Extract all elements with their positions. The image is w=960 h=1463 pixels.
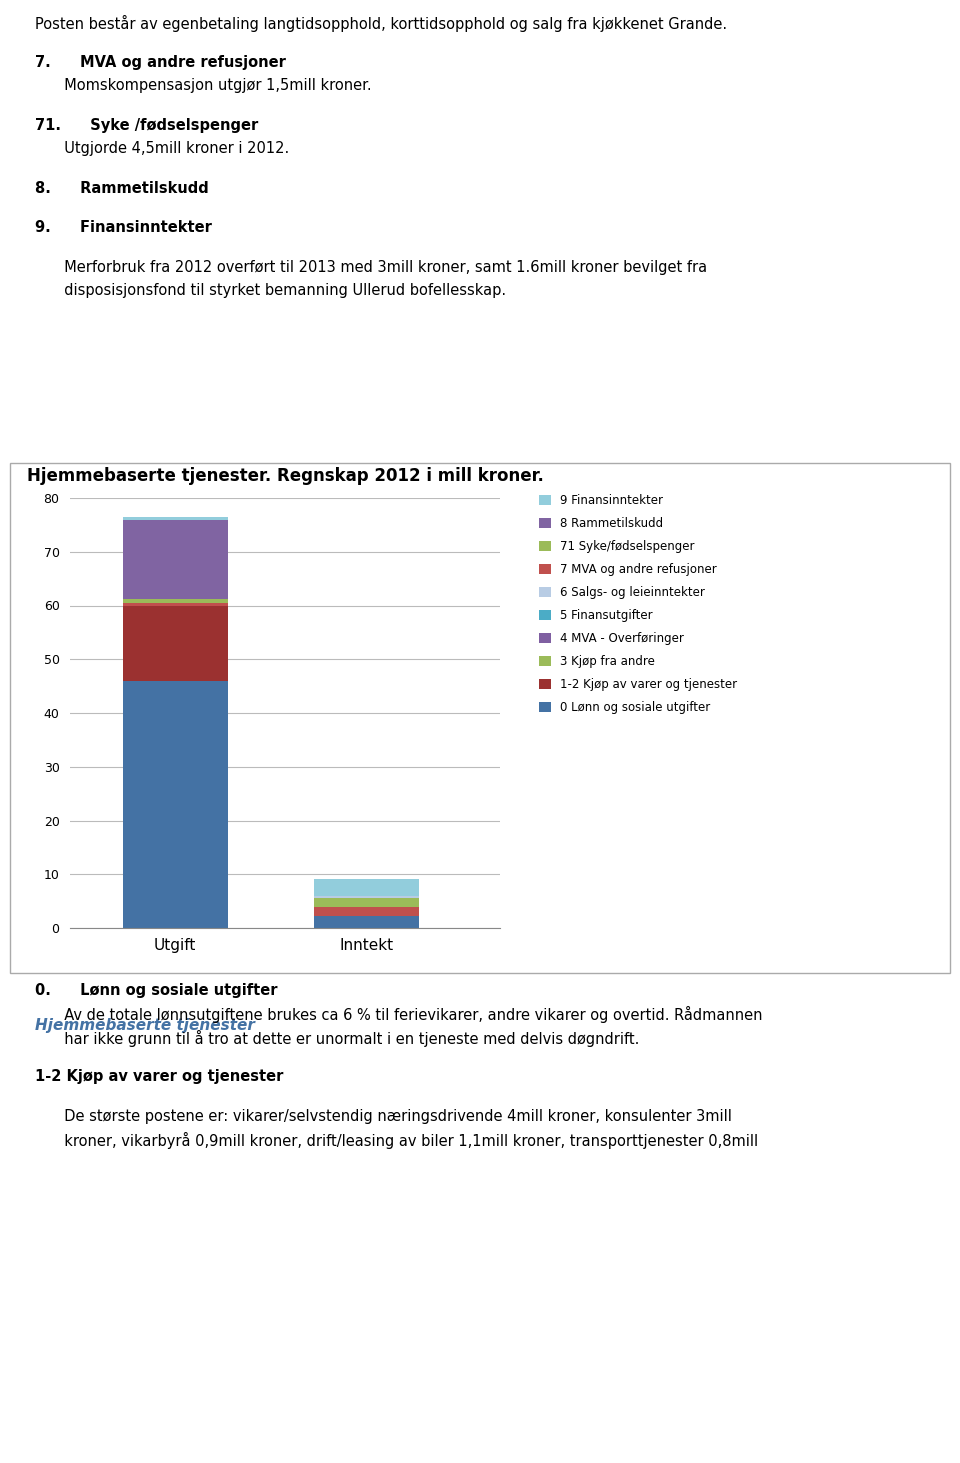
Text: kroner, vikarbyrå 0,9mill kroner, drift/leasing av biler 1,1mill kroner, transpo: kroner, vikarbyrå 0,9mill kroner, drift/… [35, 1132, 758, 1150]
Text: 1-2 Kjøp av varer og tjenester: 1-2 Kjøp av varer og tjenester [35, 1069, 283, 1084]
Bar [123, 519, 228, 598]
Text: De største postene er: vikarer/selvstendig næringsdrivende 4mill kroner, konsule: De største postene er: vikarer/selvstend… [35, 1109, 732, 1124]
Text: 7.  MVA og andre refusjoner: 7. MVA og andre refusjoner [35, 54, 286, 70]
Text: 8.  Rammetilskudd: 8. Rammetilskudd [35, 180, 208, 196]
Legend: 9 Finansinntekter, 8 Rammetilskudd, 71 Syke/fødselspenger, 7 MVA og andre refusj: 9 Finansinntekter, 8 Rammetilskudd, 71 S… [535, 490, 742, 720]
Bar [314, 895, 419, 898]
Bar [314, 898, 419, 907]
Bar [123, 606, 228, 680]
Bar [123, 680, 228, 928]
Bar [314, 916, 419, 928]
Text: 71.  Syke /fødselspenger: 71. Syke /fødselspenger [35, 117, 258, 133]
Text: Momskompensasjon utgjør 1,5mill kroner.: Momskompensasjon utgjør 1,5mill kroner. [35, 78, 372, 94]
Text: 0.  Lønn og sosiale utgifter: 0. Lønn og sosiale utgifter [35, 983, 277, 998]
Bar [123, 516, 228, 519]
Text: Utgjorde 4,5mill kroner i 2012.: Utgjorde 4,5mill kroner i 2012. [35, 140, 289, 157]
Title: Hjemmebaserte tjenester. Regnskap 2012 i mill kroner.: Hjemmebaserte tjenester. Regnskap 2012 i… [27, 467, 543, 486]
Text: Av de totale lønnsutgiftene brukes ca 6 % til ferievikarer, andre vikarer og ove: Av de totale lønnsutgiftene brukes ca 6 … [35, 1007, 762, 1024]
Text: 9.  Finansinntekter: 9. Finansinntekter [35, 221, 212, 236]
Bar [314, 907, 419, 916]
Bar [314, 879, 419, 895]
Text: har ikke grunn til å tro at dette er unormalt i en tjeneste med delvis døgndrift: har ikke grunn til å tro at dette er uno… [35, 1030, 639, 1048]
Bar [123, 603, 228, 606]
Text: Posten består av egenbetaling langtidsopphold, korttidsopphold og salg fra kjøkk: Posten består av egenbetaling langtidsop… [35, 15, 727, 32]
Text: Hjemmebaserte tjenester: Hjemmebaserte tjenester [35, 1018, 254, 1033]
Text: Merforbruk fra 2012 overført til 2013 med 3mill kroner, samt 1.6mill kroner bevi: Merforbruk fra 2012 overført til 2013 me… [35, 260, 708, 275]
Bar [123, 598, 228, 603]
Text: disposisjonsfond til styrket bemanning Ullerud bofellesskap.: disposisjonsfond til styrket bemanning U… [35, 284, 506, 298]
